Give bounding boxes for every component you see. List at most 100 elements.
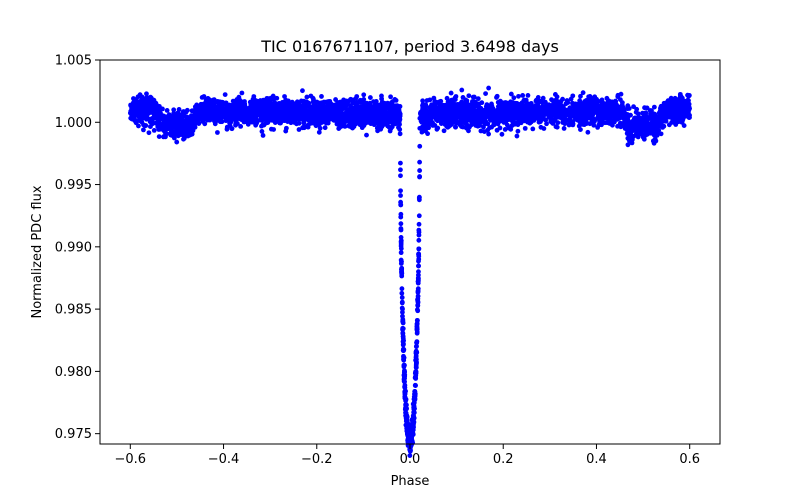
data-point	[443, 113, 449, 118]
data-point	[414, 357, 419, 362]
data-point	[399, 286, 405, 292]
data-point	[398, 202, 404, 208]
data-point	[183, 109, 189, 115]
data-point	[481, 129, 487, 135]
data-point	[343, 99, 349, 105]
data-point	[274, 95, 280, 101]
data-point	[528, 119, 533, 125]
data-point	[142, 114, 148, 120]
data-point	[413, 371, 419, 376]
data-point	[393, 98, 399, 103]
data-point	[582, 99, 588, 104]
data-point	[260, 122, 266, 127]
data-point	[310, 120, 316, 126]
data-point	[317, 109, 323, 115]
y-tick-label: 0.985	[55, 303, 92, 318]
data-point	[416, 213, 422, 219]
data-point	[219, 119, 225, 125]
data-point	[542, 99, 548, 105]
data-point	[235, 121, 240, 126]
data-point	[157, 105, 163, 111]
data-point	[508, 110, 514, 116]
data-point	[470, 99, 476, 105]
data-point	[398, 241, 404, 247]
data-point	[471, 94, 477, 100]
data-point	[417, 159, 422, 165]
data-point	[429, 102, 434, 108]
data-point	[621, 122, 627, 128]
data-point	[425, 131, 431, 137]
data-point	[187, 120, 193, 126]
data-point	[263, 99, 268, 105]
data-point	[222, 107, 227, 112]
data-point	[590, 111, 596, 117]
data-point	[471, 116, 477, 122]
data-point	[398, 193, 403, 198]
data-point	[514, 108, 520, 114]
data-point	[400, 348, 406, 353]
data-point	[509, 117, 515, 122]
data-point	[388, 94, 393, 100]
data-point	[544, 106, 550, 112]
data-point	[398, 160, 403, 166]
data-point	[599, 122, 604, 128]
data-point	[486, 131, 491, 137]
data-point	[526, 105, 532, 110]
data-point	[628, 127, 634, 133]
data-point	[380, 119, 386, 125]
y-axis-ticks: 0.975 0.980 0.985 0.990 0.995 1.000 1.005	[55, 54, 100, 442]
data-point	[226, 112, 232, 117]
data-point	[416, 263, 421, 269]
data-point	[623, 112, 628, 118]
data-point	[137, 92, 143, 98]
data-point	[399, 273, 405, 279]
data-point	[319, 94, 324, 99]
data-point	[511, 95, 517, 101]
data-point	[344, 117, 350, 123]
data-point	[523, 97, 529, 103]
data-point	[235, 102, 241, 107]
data-point	[130, 100, 136, 106]
data-point	[661, 108, 667, 114]
data-point	[507, 100, 513, 106]
data-point	[446, 105, 452, 111]
data-point	[195, 110, 201, 116]
scatter-points	[127, 85, 692, 458]
data-point	[591, 122, 597, 128]
data-point	[398, 173, 403, 179]
data-point	[311, 111, 317, 116]
data-point	[314, 99, 320, 105]
data-point	[460, 94, 466, 100]
data-point	[417, 115, 423, 121]
data-point	[323, 106, 329, 112]
data-point	[659, 114, 665, 120]
x-axis-ticks: −0.6 −0.4 −0.2 0.0 0.2 0.4 0.6	[115, 444, 700, 467]
data-point	[354, 94, 360, 99]
y-tick-label: 0.980	[55, 365, 92, 380]
data-point	[615, 116, 620, 122]
data-point	[182, 128, 187, 134]
data-point	[563, 101, 569, 107]
data-point	[345, 107, 351, 113]
data-point	[677, 104, 683, 109]
data-point	[432, 98, 438, 104]
data-point	[402, 389, 408, 395]
data-point	[658, 103, 664, 109]
data-point	[169, 115, 175, 121]
data-point	[248, 103, 254, 109]
data-point	[515, 116, 521, 121]
data-point	[422, 119, 427, 125]
data-point	[555, 120, 561, 126]
data-point	[568, 96, 574, 102]
data-point	[578, 93, 583, 99]
data-point	[355, 104, 360, 109]
data-point	[157, 125, 162, 131]
y-tick-label: 0.990	[55, 240, 92, 255]
data-point	[411, 410, 417, 415]
data-point	[595, 107, 601, 113]
data-point	[539, 116, 545, 122]
data-point	[401, 375, 407, 381]
data-point	[155, 116, 161, 122]
data-point	[578, 127, 583, 132]
data-point	[584, 120, 590, 126]
